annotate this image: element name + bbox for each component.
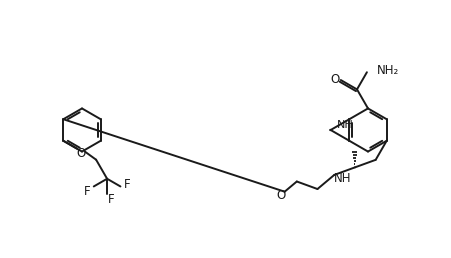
- Text: O: O: [276, 189, 285, 202]
- Text: O: O: [329, 72, 339, 86]
- Text: F: F: [124, 178, 130, 191]
- Text: F: F: [83, 185, 90, 198]
- Text: NH: NH: [333, 172, 350, 185]
- Text: NH₂: NH₂: [376, 64, 398, 77]
- Text: F: F: [107, 193, 114, 206]
- Text: O: O: [76, 147, 86, 160]
- Text: NH: NH: [336, 120, 353, 130]
